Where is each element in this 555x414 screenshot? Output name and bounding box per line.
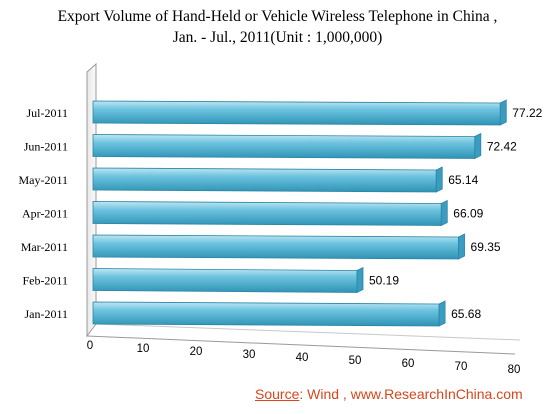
- bar-end-cap: [440, 199, 448, 227]
- chart-title-line-1: Export Volume of Hand-Held or Vehicle Wi…: [57, 8, 498, 25]
- x-tick-label: 30: [243, 349, 256, 361]
- x-tick-label: 70: [455, 361, 468, 373]
- bars-layer: [92, 99, 507, 327]
- bar: [92, 134, 476, 159]
- bar-value-label: 66.09: [453, 207, 483, 221]
- labels-layer: 0 10 20 30 40 50 60 70 80 Jan-2011 65.68 Feb-2011 50…: [18, 106, 542, 376]
- chart-title: Export Volume of Hand-Held or Vehicle Wi…: [0, 6, 555, 48]
- bar-value-label: 65.14: [448, 173, 478, 187]
- bar: [92, 268, 358, 293]
- bar: [92, 301, 440, 327]
- x-tick-label: 40: [296, 352, 309, 364]
- bar: [92, 234, 459, 260]
- bar-value-label: 72.42: [487, 140, 517, 154]
- bar: [92, 100, 501, 126]
- bar-end-cap: [499, 99, 507, 126]
- x-tick-label: 80: [508, 364, 521, 376]
- bar-value-label: 77.22: [512, 106, 542, 120]
- bar: [92, 201, 442, 226]
- x-tick-label: 50: [349, 355, 362, 367]
- x-tick-label: 10: [137, 343, 150, 355]
- y-category-label: Jun-2011: [24, 140, 68, 154]
- bar-end-cap: [356, 266, 364, 294]
- bar-end-cap: [474, 132, 482, 160]
- x-tick-label: 0: [87, 340, 93, 352]
- x-tick-label: 20: [190, 346, 203, 358]
- source-note: Source: Wind , www.ResearchInChina.com: [255, 386, 523, 402]
- bar-value-label: 65.68: [451, 307, 481, 321]
- bar-end-cap: [458, 233, 465, 260]
- y-category-label: May-2011: [18, 173, 68, 187]
- y-category-label: Jul-2011: [26, 106, 68, 120]
- source-label: Source: [255, 386, 300, 402]
- y-category-label: Mar-2011: [21, 240, 68, 254]
- x-axis-line: [86, 335, 516, 355]
- chart-title-line-2: Jan. - Jul., 2011(Unit : 1,000,000): [172, 29, 383, 46]
- bar-end-cap: [438, 300, 446, 327]
- bar: [92, 167, 437, 193]
- x-tick-label: 60: [402, 358, 415, 370]
- bar-end-cap: [435, 166, 443, 193]
- bar-value-label: 69.35: [471, 240, 501, 254]
- bar-value-label: 50.19: [369, 274, 399, 288]
- floor-back-line: [95, 323, 521, 341]
- source-text: : Wind , www.ResearchInChina.com: [299, 386, 523, 402]
- y-category-label: Apr-2011: [22, 207, 68, 221]
- y-category-label: Feb-2011: [22, 274, 68, 288]
- y-category-label: Jan-2011: [24, 307, 68, 321]
